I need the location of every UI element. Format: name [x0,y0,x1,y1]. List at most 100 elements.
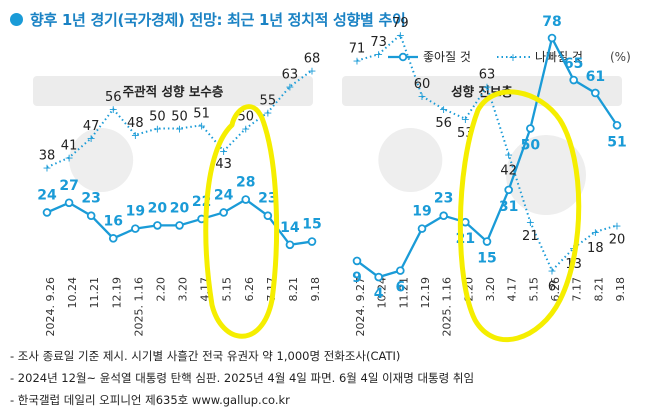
chart-title: 향후 1년 경기(국가경제) 전망: 최근 1년 정치적 성향별 추이 [30,10,406,29]
good-point [526,124,535,133]
footnote-2: - 2024년 12월~ 윤석열 대통령 탄핵 심판. 2025년 4월 4일 … [10,371,475,385]
x-tick-label: 12.19 [419,277,432,309]
x-tick-label: 6.26 [549,277,562,302]
x-tick-label: 2.20 [154,277,167,302]
good-point [612,120,622,130]
highlight-ellipse-left [203,104,280,339]
bad-data-label: 63 [282,68,299,83]
good-data-label: 16 [104,213,123,229]
bad-data-label: 43 [215,157,232,172]
bad-point: + [109,103,118,116]
good-point [374,272,383,282]
bad-point: + [307,64,316,77]
bad-point: + [285,81,294,94]
bad-data-label: 21 [522,229,539,244]
good-data-label: 61 [586,69,605,85]
bad-data-label: 20 [609,232,626,247]
good-data-label: 6 [395,280,405,296]
bad-data-label: 68 [304,51,321,66]
bad-data-label: 41 [61,139,78,154]
good-data-label: 14 [280,220,300,236]
bad-point: + [374,48,383,61]
legend-good-label: 좋아질 것 [423,50,471,64]
good-data-label: 24 [214,187,234,203]
footnote-1: - 조사 종료일 기준 제시. 시기별 사흘간 전국 유권자 약 1,000명 … [10,349,401,363]
good-point [396,266,405,275]
bad-data-label: 50 [149,110,166,125]
bad-data-label: 48 [127,116,144,131]
bad-point: + [153,123,162,136]
x-tick-label: 5.15 [221,277,234,302]
x-tick-label: 4.17 [506,277,519,302]
legend-bad-marker: + [508,51,517,64]
bad-data-label: 56 [435,116,452,131]
x-tick-label: 3.20 [484,277,497,302]
bad-point: + [612,219,621,232]
x-tick-label: 11.21 [397,277,410,309]
bad-point: + [439,103,448,116]
x-tick-label: 12.19 [110,277,123,309]
bad-point: + [175,123,184,136]
good-point [547,33,557,43]
bad-data-label: 38 [39,148,56,163]
bad-data-label: 73 [370,35,387,50]
good-point [285,240,295,250]
bad-point: + [263,106,272,119]
good-point [307,237,317,246]
good-point [42,208,52,217]
bad-point: + [64,152,73,165]
good-data-label: 4 [374,286,384,302]
x-tick-label: 10.24 [376,277,389,309]
bad-point: + [417,90,426,103]
bad-point: + [547,265,556,278]
bad-point: + [42,161,51,174]
good-point [241,195,251,204]
bad-data-label: 60 [414,77,431,92]
good-point [263,211,273,221]
good-data-label: 27 [59,178,78,194]
bad-data-label: 50 [171,110,188,125]
bad-data-label: 56 [105,90,122,105]
good-data-label: 20 [148,200,168,216]
bad-point: + [219,145,228,158]
good-point [153,221,162,230]
good-point [219,208,228,217]
x-tick-label: 11.21 [88,277,101,309]
good-data-label: 23 [434,191,453,207]
good-data-label: 51 [607,134,626,150]
x-tick-label: 6.26 [243,277,256,302]
bad-point: + [87,132,96,145]
good-point [86,211,96,221]
bad-data-label: 42 [500,163,517,178]
bad-point: + [504,148,513,161]
bad-data-label: 71 [349,42,366,57]
good-point [461,217,470,227]
good-data-label: 31 [499,199,518,215]
good-data-label: 50 [521,138,541,154]
good-data-label: 65 [564,56,583,72]
good-point [417,224,427,233]
good-data-label: 78 [542,14,561,30]
bad-point: + [482,81,491,94]
good-data-label: 20 [170,200,190,216]
good-point [64,198,74,208]
bad-data-label: 51 [193,106,210,121]
x-tick-label: 5.15 [527,277,540,302]
bad-point: + [352,55,361,68]
highlight-ellipse-right [457,89,582,343]
good-data-label: 15 [302,217,321,233]
x-tick-label: 10.24 [66,277,79,309]
bad-data-label: 63 [479,68,496,83]
x-tick-label: 2024. 9.27 [354,277,367,336]
title-row: 향후 1년 경기(국가경제) 전망: 최근 1년 정치적 성향별 추이 [10,6,406,32]
good-point [591,88,600,98]
good-point [482,237,492,246]
x-tick-label: 8.21 [287,277,300,302]
bad-point: + [241,123,250,136]
legend-unit: (%) [610,50,631,64]
good-data-label: 28 [236,175,255,191]
bad-series-line [46,69,313,169]
bad-point: + [197,119,206,132]
